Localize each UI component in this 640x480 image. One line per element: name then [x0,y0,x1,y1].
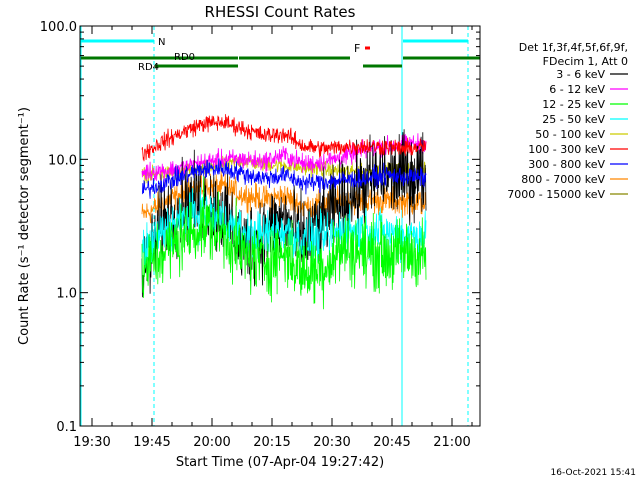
y-axis-label: Count Rate (s⁻¹ detector segment⁻¹) [17,107,32,345]
flag-label: RD0 [174,52,195,63]
series-line [141,175,427,310]
y-tick-label: 1.0 [56,287,77,302]
vertical-markers [80,26,469,426]
x-axis: 19:30 19:45 20:00 20:15 20:30 20:45 21:00 [73,26,473,450]
x-tick-label: 19:30 [73,435,110,450]
flag-bars: N RD0 RD4 F [81,37,480,73]
legend-label: 12 - 25 keV [542,98,605,111]
flag-label: RD4 [138,62,159,73]
series-line [141,187,427,268]
x-tick-label: 20:45 [373,435,410,450]
legend-label: 50 - 100 keV [535,128,605,141]
legend-header: FDecim 1, Att 0 [543,55,628,68]
y-axis: 0.1 1.0 10.0 100.0 [40,20,480,435]
y-tick-label: 0.1 [56,420,77,435]
legend-label: 800 - 7000 keV [521,173,605,186]
x-axis-label: Start Time (07-Apr-04 19:27:42) [176,455,384,470]
x-tick-label: 19:45 [133,435,170,450]
x-tick-label: 20:00 [193,435,230,450]
series-layer [141,114,427,310]
legend-label: 7000 - 15000 keV [507,188,605,201]
y-tick-label: 100.0 [40,20,77,35]
chart-title: RHESSI Count Rates [205,3,356,21]
legend: Det 1f,3f,4f,5f,6f,9f,FDecim 1, Att 03 -… [507,41,628,201]
x-tick-label: 20:15 [253,435,290,450]
footer-date: 16-Oct-2021 15:41 [551,468,636,478]
series-line [141,114,427,162]
legend-label: 100 - 300 keV [528,143,605,156]
plot-frame [79,25,481,427]
flag-label: F [354,42,360,55]
x-tick-label: 20:30 [313,435,350,450]
legend-label: 300 - 800 keV [528,158,605,171]
legend-label: 6 - 12 keV [549,83,605,96]
legend-label: 25 - 50 keV [542,113,605,126]
x-tick-label: 21:00 [433,435,470,450]
flag-label: N [158,37,165,48]
y-tick-label: 10.0 [48,153,77,168]
series-line [141,158,427,199]
legend-label: 3 - 6 keV [556,68,605,81]
legend-header: Det 1f,3f,4f,5f,6f,9f, [519,41,628,54]
series-line [141,133,427,183]
